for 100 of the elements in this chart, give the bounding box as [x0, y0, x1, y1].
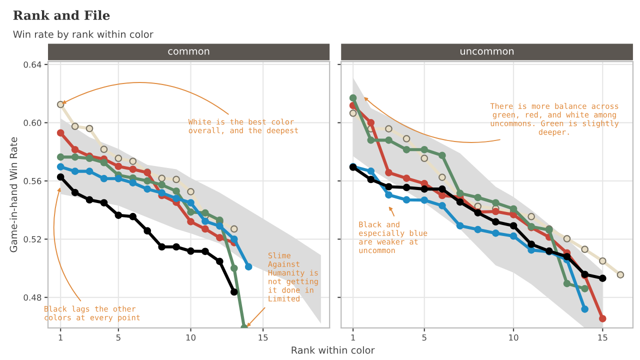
x-tick-label: 1 — [351, 334, 355, 341]
x-tick-label: 10 — [509, 334, 518, 341]
text: Rank and File — [13, 10, 110, 20]
point — [71, 122, 79, 130]
point — [598, 274, 606, 282]
point — [581, 284, 589, 292]
point — [114, 162, 122, 170]
point — [144, 177, 152, 185]
text: Win rate by rank within color — [13, 30, 154, 40]
point — [56, 129, 64, 137]
x-tick-label: 15 — [598, 334, 608, 341]
point — [187, 208, 194, 216]
point — [563, 252, 571, 260]
point — [385, 136, 392, 144]
point — [438, 192, 446, 200]
point — [598, 314, 606, 322]
point — [474, 226, 482, 234]
point — [158, 189, 166, 197]
y-tick-label: 0.60 — [24, 120, 42, 126]
point — [144, 185, 152, 193]
point — [492, 230, 500, 237]
x-tick-label: 1 — [58, 334, 62, 341]
point — [129, 166, 137, 173]
point — [402, 184, 410, 192]
point — [492, 199, 500, 206]
point — [438, 202, 446, 210]
point — [216, 234, 224, 242]
point — [56, 173, 64, 181]
point — [187, 199, 194, 206]
point — [528, 240, 536, 248]
point — [56, 163, 64, 170]
point — [129, 158, 137, 165]
point — [456, 222, 464, 230]
point — [100, 146, 108, 154]
point — [402, 196, 410, 204]
point — [438, 174, 446, 181]
point — [581, 306, 589, 313]
point — [385, 191, 392, 199]
point — [71, 188, 79, 196]
chart-title: common — [168, 49, 210, 55]
point — [402, 146, 410, 154]
point — [114, 174, 122, 182]
point — [510, 232, 518, 240]
point — [158, 243, 166, 251]
point — [402, 135, 410, 142]
point — [86, 196, 94, 204]
point — [86, 154, 94, 162]
point — [244, 263, 252, 270]
point — [86, 124, 94, 132]
point — [187, 247, 194, 255]
point — [86, 168, 94, 175]
point — [420, 154, 428, 162]
point — [367, 119, 375, 126]
point — [510, 222, 518, 230]
point — [114, 212, 122, 219]
x-tick-label: 5 — [116, 334, 120, 341]
point — [456, 190, 464, 197]
point — [172, 243, 180, 251]
point — [202, 248, 209, 256]
point — [230, 264, 238, 272]
y-tick-label: 0.48 — [24, 294, 42, 301]
point — [528, 212, 536, 220]
x-axis-title: Rank within color — [292, 346, 375, 354]
point — [438, 152, 446, 160]
x-tick-label: 10 — [186, 334, 196, 341]
x-tick-label: 5 — [422, 334, 426, 341]
point — [474, 194, 482, 202]
point — [71, 153, 79, 161]
point — [144, 227, 152, 235]
point — [172, 194, 180, 202]
point — [187, 188, 194, 196]
point — [172, 187, 180, 195]
point — [367, 167, 375, 175]
y-tick-label: 0.52 — [24, 236, 41, 242]
point — [349, 94, 357, 102]
x-tick-label: 15 — [258, 334, 268, 341]
point — [172, 176, 180, 184]
point — [420, 146, 428, 154]
point — [230, 225, 238, 233]
point — [402, 174, 410, 182]
point — [158, 181, 166, 189]
point — [202, 218, 209, 225]
chart-title: uncommon — [460, 49, 514, 55]
point — [581, 246, 589, 254]
point — [438, 185, 446, 193]
point — [71, 146, 79, 154]
point — [456, 198, 464, 206]
point — [129, 179, 137, 187]
point — [100, 158, 108, 166]
point — [56, 100, 64, 108]
point — [230, 288, 238, 296]
y-axis-title: Game-in-hand Win Rate — [10, 137, 18, 252]
point — [114, 154, 122, 162]
point — [349, 110, 357, 117]
point — [71, 168, 79, 175]
point — [100, 199, 108, 206]
point — [100, 174, 108, 182]
point — [492, 218, 500, 226]
y-tick-label: 0.56 — [24, 178, 42, 184]
point — [202, 225, 209, 233]
